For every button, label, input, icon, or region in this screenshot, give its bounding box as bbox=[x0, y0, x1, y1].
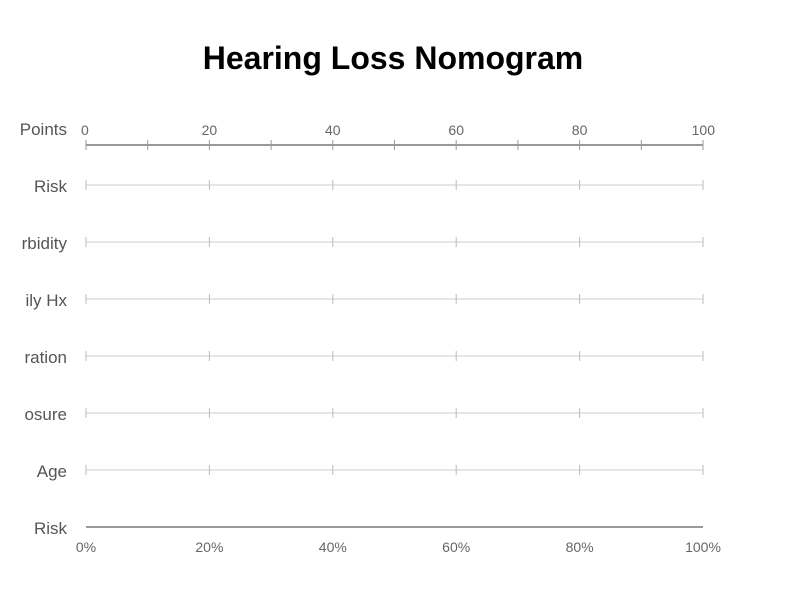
row-label-2: rbidity bbox=[22, 234, 68, 253]
points-tick-label-60: 60 bbox=[448, 122, 464, 138]
points-tick-label-20: 20 bbox=[202, 122, 218, 138]
row-label-0: Points bbox=[20, 120, 67, 139]
row-label-4: ration bbox=[24, 348, 67, 367]
row-label-5: osure bbox=[24, 405, 67, 424]
row-label-1: Risk bbox=[34, 177, 68, 196]
risk-tick-label-60: 60% bbox=[442, 539, 470, 555]
points-tick-label-80: 80 bbox=[572, 122, 588, 138]
risk-tick-label-20: 20% bbox=[195, 539, 223, 555]
points-tick-label-40: 40 bbox=[325, 122, 341, 138]
row-label-3: ily Hx bbox=[25, 291, 67, 310]
risk-tick-label-40: 40% bbox=[319, 539, 347, 555]
risk-tick-label-0: 0% bbox=[76, 539, 96, 555]
row-label-6: Age bbox=[37, 462, 67, 481]
chart-title: Hearing Loss Nomogram bbox=[202, 40, 584, 76]
points-tick-label-0: 0 bbox=[81, 122, 89, 138]
risk-tick-label-100: 100% bbox=[685, 539, 721, 555]
risk-tick-label-80: 80% bbox=[566, 539, 594, 555]
points-tick-label-100: 100 bbox=[692, 122, 716, 138]
row-label-7: Risk bbox=[34, 519, 68, 538]
